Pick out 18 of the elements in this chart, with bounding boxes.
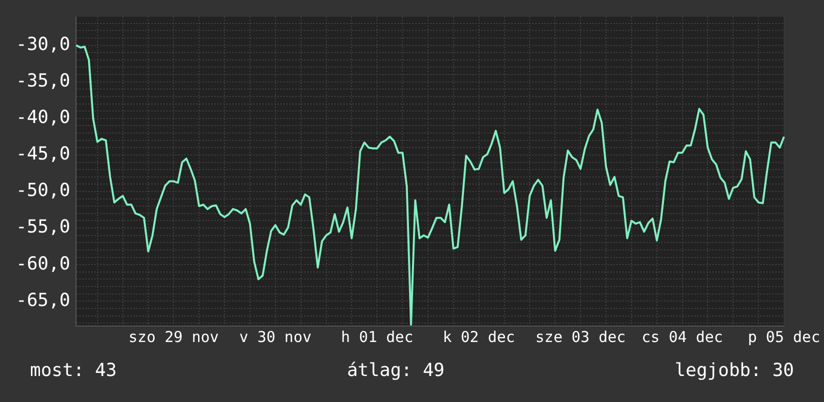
x-tick-label: sze 03 dec: [535, 328, 626, 346]
x-tick-label: k 02 dec: [442, 328, 515, 346]
y-tick-label: -35,0: [16, 70, 70, 92]
y-tick-label: -40,0: [16, 107, 70, 128]
text: legjobb: 30: [674, 360, 794, 381]
y-tick-label: -50,0: [16, 180, 70, 202]
text: most: 43: [30, 360, 117, 381]
y-tick-label: -30,0: [16, 34, 70, 55]
text: átlag: 49: [346, 360, 445, 381]
y-tick-label: -65,0: [16, 290, 70, 311]
x-tick-label: v 30 nov: [239, 328, 312, 346]
x-tick-label: cs 04 dec: [642, 328, 723, 346]
y-tick-label: -55,0: [16, 216, 70, 238]
x-tick-label: szo 29 nov: [128, 328, 219, 346]
x-tick-label: h 01 dec: [340, 328, 414, 346]
x-tick-label: p 05 dec: [748, 328, 820, 346]
y-tick-label: -45,0: [16, 144, 70, 165]
y-tick-label: -60,0: [16, 253, 70, 274]
